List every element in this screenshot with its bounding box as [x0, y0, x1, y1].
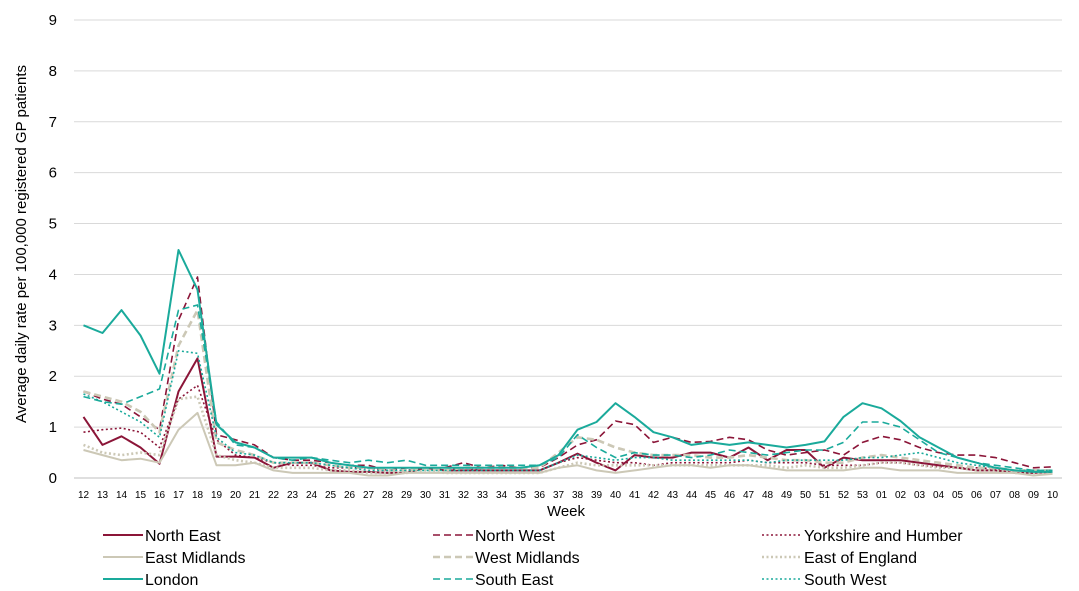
x-tick-label: 22 — [268, 490, 280, 501]
legend: North East North West Yorkshire and Humber… — [103, 528, 963, 589]
series-line — [83, 249, 1053, 473]
x-tick-label: 49 — [781, 490, 793, 501]
x-tick-label: 37 — [553, 490, 565, 501]
x-axis-title: Week — [547, 503, 586, 520]
x-tick-label: 44 — [686, 490, 698, 501]
x-tick-label: 02 — [895, 490, 907, 501]
x-tick-label: 40 — [610, 490, 622, 501]
x-tick-label: 51 — [819, 490, 831, 501]
x-tick-label: 21 — [249, 490, 261, 501]
legend-label: South East — [475, 572, 554, 589]
x-tick-label: 28 — [382, 490, 394, 501]
x-tick-label: 05 — [952, 490, 964, 501]
legend-label: North West — [475, 528, 555, 545]
x-tick-label: 46 — [724, 490, 736, 501]
x-tick-label: 27 — [363, 490, 375, 501]
x-tick-label: 20 — [230, 490, 242, 501]
series-line — [83, 276, 1053, 472]
series-lines — [82, 249, 1053, 477]
series-line — [83, 304, 1053, 472]
x-tick-label: 14 — [116, 490, 128, 501]
x-tick-label: 13 — [97, 490, 109, 501]
legend-label: South West — [804, 572, 887, 589]
x-tick-label: 43 — [667, 490, 679, 501]
y-tick-label: 0 — [49, 470, 57, 487]
x-tick-label: 17 — [173, 490, 185, 501]
x-tick-label: 23 — [287, 490, 299, 501]
x-tick-label: 18 — [192, 490, 204, 501]
x-tick-label: 36 — [534, 490, 546, 501]
x-tick-label: 39 — [591, 490, 603, 501]
legend-label: North East — [145, 528, 221, 545]
x-tick-label: 19 — [211, 490, 223, 501]
x-tick-label: 15 — [135, 490, 147, 501]
x-tick-label: 06 — [971, 490, 983, 501]
x-tick-label: 45 — [705, 490, 717, 501]
x-tick-label: 52 — [838, 490, 850, 501]
x-tick-label: 03 — [914, 490, 926, 501]
y-tick-label: 4 — [49, 266, 57, 283]
legend-label: Yorkshire and Humber — [804, 528, 963, 545]
x-tick-label: 29 — [401, 490, 413, 501]
x-tick-label: 16 — [154, 490, 166, 501]
legend-label: East Midlands — [145, 550, 246, 567]
x-tick-label: 24 — [306, 490, 318, 501]
y-tick-label: 3 — [49, 317, 57, 334]
x-tick-label: 09 — [1028, 490, 1040, 501]
gridlines — [74, 19, 1062, 479]
x-tick-label: 33 — [477, 490, 489, 501]
x-tick-label: 38 — [572, 490, 584, 501]
y-tick-label: 2 — [49, 368, 57, 385]
x-tick-label: 26 — [344, 490, 356, 501]
y-axis-ticks: 0 1 2 3 4 5 6 7 8 9 — [49, 12, 57, 487]
x-tick-label: 30 — [420, 490, 432, 501]
series-line — [82, 357, 1053, 474]
y-tick-label: 9 — [49, 12, 57, 29]
x-tick-label: 32 — [458, 490, 470, 501]
x-tick-label: 34 — [496, 490, 508, 501]
y-tick-label: 1 — [49, 419, 57, 436]
series-line — [83, 349, 1053, 472]
x-tick-label: 10 — [1047, 490, 1059, 501]
y-tick-label: 7 — [49, 114, 57, 131]
y-tick-label: 5 — [49, 216, 57, 233]
y-tick-label: 6 — [49, 165, 57, 182]
x-tick-label: 07 — [990, 490, 1002, 501]
y-axis-title: Average daily rate per 100,000 registere… — [13, 65, 30, 423]
legend-label: West Midlands — [475, 550, 580, 567]
x-tick-label: 53 — [857, 490, 869, 501]
legend-label: East of England — [804, 550, 917, 567]
x-tick-label: 47 — [743, 490, 755, 501]
x-tick-label: 35 — [515, 490, 527, 501]
x-tick-label: 48 — [762, 490, 774, 501]
series-line — [83, 395, 1053, 475]
x-tick-label: 12 — [78, 490, 90, 501]
x-tick-label: 08 — [1009, 490, 1021, 501]
x-tick-label: 01 — [876, 490, 888, 501]
x-tick-label: 42 — [648, 490, 660, 501]
legend-label: London — [145, 572, 198, 589]
x-tick-label: 41 — [629, 490, 641, 501]
x-tick-label: 04 — [933, 490, 945, 501]
x-tick-label: 50 — [800, 490, 812, 501]
x-tick-label: 31 — [439, 490, 451, 501]
x-axis-ticks: 12 13 14 15 16 17 18 19 20 21 22 23 24 25 26 27 28 29 30 31… — [78, 490, 1059, 501]
x-tick-label: 25 — [325, 490, 337, 501]
y-tick-label: 8 — [49, 63, 57, 80]
